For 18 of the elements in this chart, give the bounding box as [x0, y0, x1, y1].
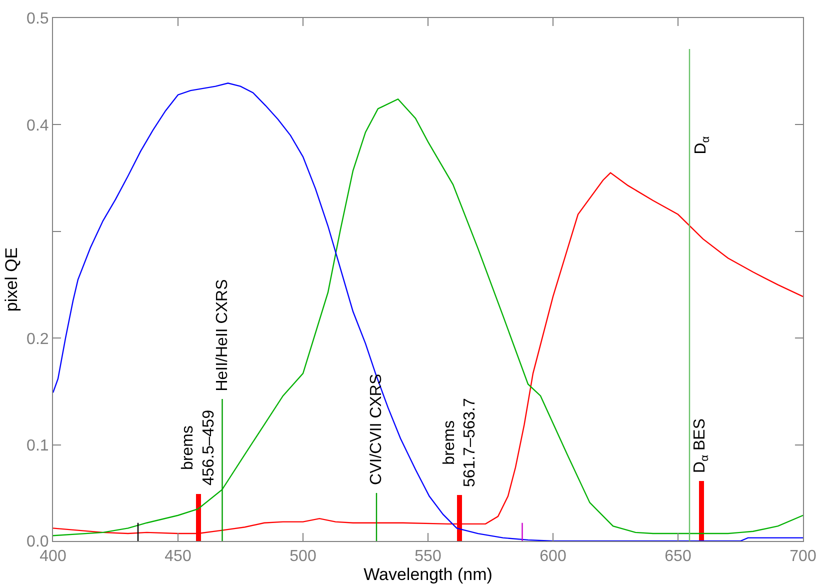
y-tick-label: 0.5	[26, 10, 49, 28]
x-tick-label: 550	[414, 548, 442, 566]
y-axis-title: pixel QE	[2, 247, 22, 312]
x-tick-label: 500	[290, 548, 316, 566]
y-tick-label: 0.4	[26, 117, 49, 134]
annotation: brems 456.5–459	[179, 410, 218, 486]
x-tick-label: 400	[40, 548, 66, 566]
y-tick-label: 0.0	[26, 534, 49, 551]
x-axis-title: Wavelength (nm)	[364, 565, 492, 584]
x-tick-label: 600	[540, 548, 566, 566]
y-tick-label: 0.2	[26, 330, 49, 348]
x-tick-label: 450	[164, 548, 192, 566]
annotation: HeII/HeII CXRS	[214, 279, 232, 392]
annotation: brems 561.7–563.7	[440, 398, 479, 488]
x-tick-label: 650	[664, 548, 692, 566]
annotation: CVI/CVII CXRS	[368, 374, 386, 485]
x-tick-label: 700	[790, 548, 816, 566]
y-tick-label: 0.1	[26, 438, 49, 455]
